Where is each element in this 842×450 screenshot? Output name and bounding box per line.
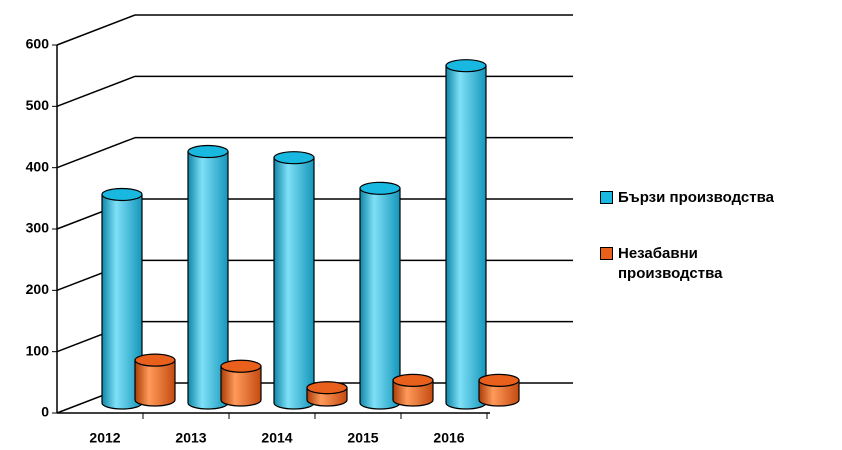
legend-swatch [600, 191, 613, 204]
bar-body [220, 365, 262, 407]
bar [359, 181, 401, 410]
bar-top [101, 187, 143, 202]
bar-top [273, 151, 315, 165]
bar [392, 373, 434, 407]
bar [306, 381, 348, 407]
bar-top [392, 373, 434, 387]
y-tick-label: 0 [41, 404, 49, 420]
legend-item: Незабавни производства [600, 244, 778, 284]
bar [220, 359, 262, 407]
y-tick-label: 600 [26, 36, 50, 52]
y-tick-label: 300 [26, 220, 50, 236]
bar-top [187, 144, 229, 159]
bar-top [445, 59, 487, 73]
legend-label: Бързи производства [618, 189, 774, 206]
grid-line [56, 75, 136, 108]
y-tick-label: 400 [26, 158, 50, 174]
legend-swatch [600, 247, 613, 260]
x-tick-label: 2016 [433, 430, 464, 446]
bar-body [273, 157, 315, 410]
bar-body [445, 65, 487, 410]
legend-item: Бързи производства [600, 188, 778, 208]
bar [134, 353, 176, 407]
y-tick-label: 200 [26, 281, 50, 297]
bar-body [134, 359, 176, 407]
bar [273, 151, 315, 410]
bar-body [359, 187, 401, 410]
bar-top [306, 381, 348, 395]
bar-top [220, 359, 262, 373]
bar [101, 187, 143, 410]
x-tick-label: 2013 [175, 430, 206, 446]
bar-top [478, 373, 520, 387]
bar [478, 373, 520, 407]
grid-line [56, 14, 136, 46]
x-tick-label: 2014 [261, 430, 292, 446]
bar-body [478, 379, 520, 407]
grid-line [56, 136, 136, 169]
bar-body [392, 379, 434, 407]
bar-top [134, 353, 176, 367]
x-tick-label: 2012 [89, 430, 120, 446]
legend-label: Незабавни производства [618, 245, 723, 282]
x-tick-label: 2015 [347, 430, 378, 446]
bar-top [359, 181, 401, 195]
y-tick-label: 100 [26, 342, 50, 358]
bar [445, 59, 487, 410]
y-tick-label: 500 [26, 97, 50, 113]
